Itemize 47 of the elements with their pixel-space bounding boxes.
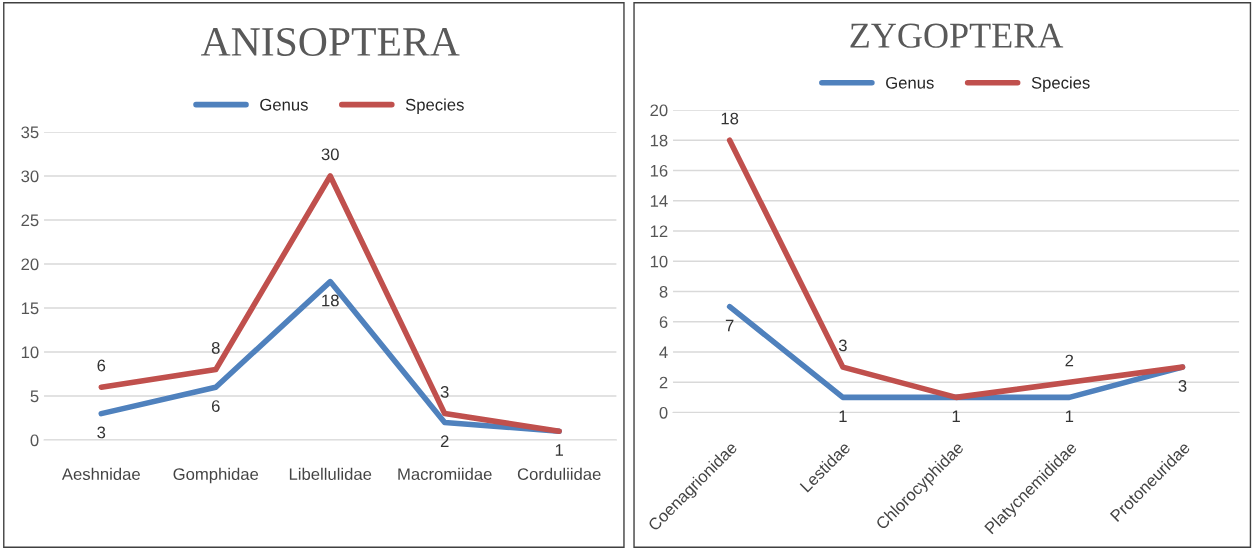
y-tick-label: 4 bbox=[659, 346, 668, 359]
data-label: 8 bbox=[211, 342, 220, 354]
data-label: 18 bbox=[322, 294, 339, 307]
y-tick-label: 25 bbox=[21, 214, 39, 227]
y-tick-label: 6 bbox=[659, 316, 668, 328]
x-tick-label: Gomphidae bbox=[173, 467, 259, 484]
data-label: 6 bbox=[97, 359, 106, 372]
y-tick-label: 10 bbox=[21, 346, 39, 359]
y-tick-label: 8 bbox=[659, 285, 668, 298]
data-label: 3 bbox=[838, 339, 847, 352]
data-label: 2 bbox=[440, 435, 449, 447]
data-label: 1 bbox=[1065, 410, 1074, 422]
y-tick-label: 10 bbox=[650, 255, 668, 268]
legend-label: Genus bbox=[886, 76, 934, 89]
x-tick-label: Macromiidae bbox=[398, 467, 492, 481]
y-tick-label: 16 bbox=[650, 164, 668, 177]
data-label: 1 bbox=[555, 444, 563, 456]
data-label: 2 bbox=[1065, 354, 1074, 367]
y-tick-label: 14 bbox=[650, 195, 668, 207]
x-tick-label: Libellulidae bbox=[289, 467, 372, 481]
legend-label: Species bbox=[1031, 76, 1090, 92]
y-tick-label: 15 bbox=[21, 302, 39, 315]
data-label: 18 bbox=[721, 112, 739, 125]
y-tick-label: 35 bbox=[21, 126, 39, 139]
legend-label: Species bbox=[405, 98, 464, 114]
data-label: 7 bbox=[725, 319, 734, 332]
x-tick-label: Corduliidae bbox=[517, 467, 601, 481]
data-label: 3 bbox=[97, 426, 106, 439]
y-tick-label: 2 bbox=[659, 376, 668, 389]
y-tick-label: 18 bbox=[650, 134, 668, 147]
chart-title: ANISOPTERA bbox=[201, 28, 460, 57]
data-label: 3 bbox=[440, 386, 449, 398]
data-label: 30 bbox=[321, 148, 339, 161]
y-tick-label: 5 bbox=[30, 390, 39, 403]
y-tick-label: 12 bbox=[650, 225, 668, 238]
chart-title: ZYGOPTERA bbox=[850, 23, 1064, 48]
y-tick-label: 0 bbox=[659, 406, 668, 419]
y-tick-label: 20 bbox=[21, 258, 39, 271]
y-tick-label: 30 bbox=[21, 170, 39, 183]
data-label: 1 bbox=[952, 410, 960, 422]
y-tick-label: 20 bbox=[650, 104, 668, 117]
legend-label: Genus bbox=[260, 98, 308, 111]
y-tick-label: 0 bbox=[30, 434, 39, 447]
x-tick-label: Aeshnidae bbox=[61, 467, 140, 481]
data-label: 6 bbox=[211, 400, 220, 412]
data-label: 1 bbox=[839, 410, 847, 422]
data-label: 3 bbox=[1178, 380, 1187, 392]
